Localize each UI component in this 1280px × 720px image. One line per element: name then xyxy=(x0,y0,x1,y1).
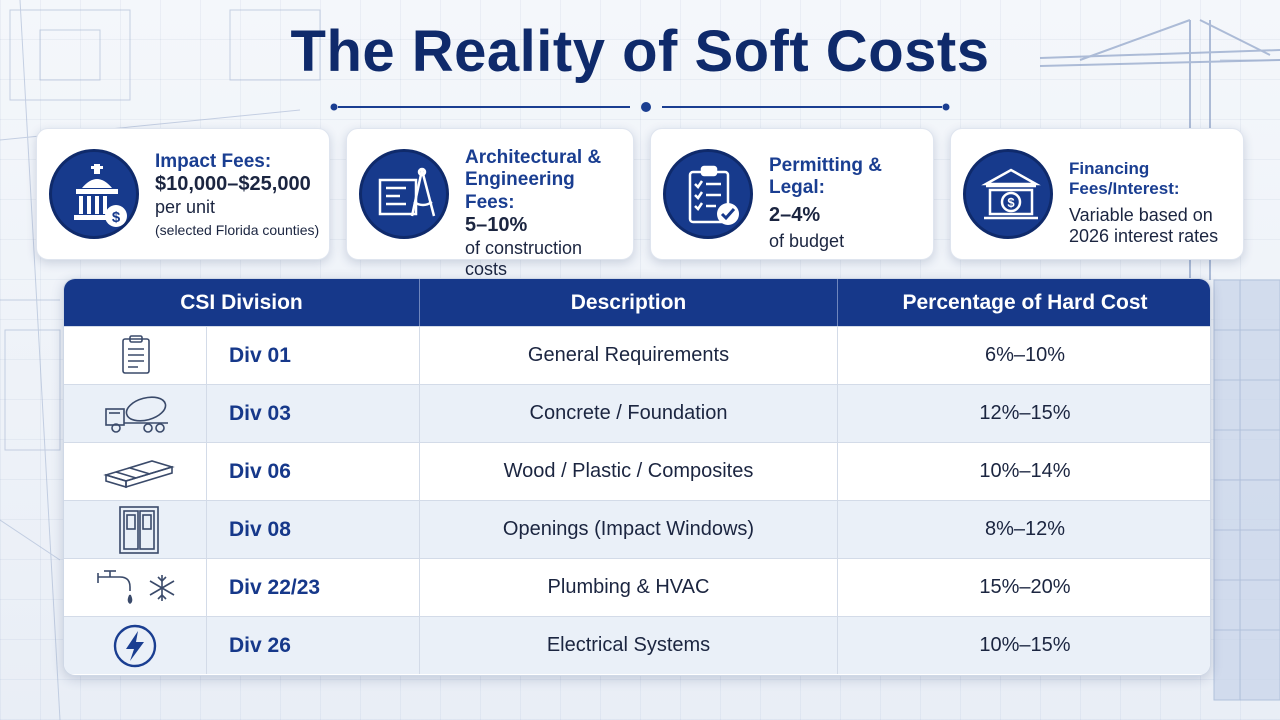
division-description: Concrete / Foundation xyxy=(419,385,837,442)
column-header-csi-division: CSI Division xyxy=(180,291,303,314)
division-description: Openings (Impact Windows) xyxy=(419,501,837,558)
government-building-dollar-icon: $ xyxy=(49,149,139,239)
division-description: Plumbing & HVAC xyxy=(419,559,837,616)
table-header: CSI Division Description Percentage of H… xyxy=(64,279,1210,326)
impact-fees-card: $ Impact Fees: $10,000–$25,000 per unit … xyxy=(36,128,330,260)
card-subtext: of construction costs xyxy=(465,237,583,280)
division-code: Div 03 xyxy=(206,385,419,442)
permitting-legal-card: Permitting & Legal: 2–4% of budget xyxy=(650,128,934,260)
cement-mixer-truck-icon xyxy=(64,385,206,442)
card-note: (selected Florida counties) xyxy=(155,222,320,239)
card-subtext: per unit xyxy=(155,197,216,217)
card-title: Architectural & xyxy=(465,147,602,168)
division-percentage: 10%–15% xyxy=(837,617,1210,674)
table-row: Div 06 Wood / Plastic / Composites 10%–1… xyxy=(64,442,1210,500)
lightning-bolt-icon xyxy=(64,617,206,674)
card-value: 2–4% xyxy=(769,203,821,226)
double-door-icon xyxy=(64,501,206,558)
division-code: Div 26 xyxy=(206,617,419,674)
clipboard-checklist-icon xyxy=(663,149,753,239)
division-code: Div 06 xyxy=(206,443,419,500)
column-header-description: Description xyxy=(419,279,837,326)
svg-text:$: $ xyxy=(112,209,121,226)
card-subtext: of budget xyxy=(769,231,845,252)
table-row: Div 08 Openings (Impact Windows) 8%–12% xyxy=(64,500,1210,558)
division-percentage: 15%–20% xyxy=(837,559,1210,616)
card-title: Permitting & Legal: xyxy=(769,155,882,199)
card-title-line-2: Engineering Fees: xyxy=(465,169,575,213)
table-row: Div 22/23 Plumbing & HVAC 15%–20% xyxy=(64,558,1210,616)
division-percentage: 6%–10% xyxy=(837,327,1210,384)
table-row: Div 01 General Requirements 6%–10% xyxy=(64,326,1210,384)
clipboard-icon xyxy=(64,327,206,384)
csi-division-table: CSI Division Description Percentage of H… xyxy=(63,278,1211,676)
bank-dollar-icon: $ xyxy=(963,149,1053,239)
svg-text:$: $ xyxy=(1007,195,1015,210)
table-row: Div 03 Concrete / Foundation 12%–15% xyxy=(64,384,1210,442)
division-percentage: 8%–12% xyxy=(837,501,1210,558)
card-title: Impact Fees: xyxy=(155,151,272,172)
card-subtext: Variable based on xyxy=(1069,205,1213,226)
card-title: Financing Fees/Interest: xyxy=(1069,159,1180,199)
division-code: Div 01 xyxy=(206,327,419,384)
page-title: The Reality of Soft Costs xyxy=(290,19,990,84)
table-row: Div 26 Electrical Systems 10%–15% xyxy=(64,616,1210,674)
lumber-stack-icon xyxy=(64,443,206,500)
card-value: $10,000–$25,000 xyxy=(155,173,311,196)
division-percentage: 12%–15% xyxy=(837,385,1210,442)
division-percentage: 10%–14% xyxy=(837,443,1210,500)
card-value: 5–10% xyxy=(465,214,528,237)
column-header-percentage: Percentage of Hard Cost xyxy=(837,279,1210,326)
soft-cost-cards: $ Impact Fees: $10,000–$25,000 per unit … xyxy=(36,128,1244,279)
financing-fees-card: $ Financing Fees/Interest: Variable base… xyxy=(950,128,1244,260)
faucet-snowflake-icon xyxy=(64,559,206,616)
blueprint-compass-icon xyxy=(359,149,449,239)
card-subtext-line-2: 2026 interest rates xyxy=(1069,226,1219,247)
division-description: Wood / Plastic / Composites xyxy=(419,443,837,500)
division-description: Electrical Systems xyxy=(419,617,837,674)
architectural-fees-card: Architectural & Engineering Fees: 5–10% … xyxy=(346,128,634,279)
division-code: Div 08 xyxy=(206,501,419,558)
division-description: General Requirements xyxy=(419,327,837,384)
title-divider xyxy=(330,102,950,112)
division-code: Div 22/23 xyxy=(206,559,419,616)
